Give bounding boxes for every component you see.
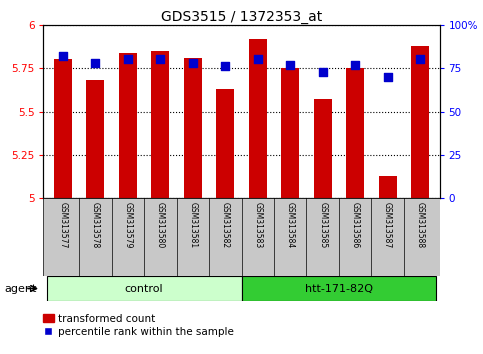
Bar <box>281 68 299 198</box>
Point <box>221 64 229 69</box>
Bar <box>86 80 104 198</box>
Text: GSM313584: GSM313584 <box>286 202 295 249</box>
Bar <box>379 176 397 198</box>
Text: GSM313577: GSM313577 <box>58 202 68 249</box>
Bar <box>249 39 267 198</box>
Bar <box>346 68 364 198</box>
Point <box>92 60 99 66</box>
Text: GSM313588: GSM313588 <box>415 202 425 248</box>
Bar <box>119 52 137 198</box>
Point <box>156 57 164 62</box>
Point <box>286 62 294 68</box>
Text: GSM313580: GSM313580 <box>156 202 165 249</box>
Bar <box>411 46 429 198</box>
Text: agent: agent <box>5 284 37 293</box>
Bar <box>151 51 169 198</box>
Bar <box>242 276 436 301</box>
Text: GSM313587: GSM313587 <box>383 202 392 249</box>
Text: GSM313586: GSM313586 <box>351 202 360 249</box>
Bar <box>216 89 234 198</box>
Bar <box>54 59 72 198</box>
Text: GSM313583: GSM313583 <box>253 202 262 249</box>
Point <box>319 69 327 74</box>
Text: htt-171-82Q: htt-171-82Q <box>305 284 373 293</box>
Point <box>384 74 391 80</box>
Text: GSM313578: GSM313578 <box>91 202 100 249</box>
Title: GDS3515 / 1372353_at: GDS3515 / 1372353_at <box>161 10 322 24</box>
Point <box>189 60 197 66</box>
Text: control: control <box>125 284 163 293</box>
Point <box>416 57 424 62</box>
Text: GSM313581: GSM313581 <box>188 202 197 248</box>
Bar <box>314 99 332 198</box>
Text: GSM313582: GSM313582 <box>221 202 230 248</box>
Legend: transformed count, percentile rank within the sample: transformed count, percentile rank withi… <box>39 310 238 341</box>
Bar <box>184 58 202 198</box>
Point <box>124 57 132 62</box>
Point <box>254 57 262 62</box>
Text: GSM313579: GSM313579 <box>123 202 132 249</box>
Text: GSM313585: GSM313585 <box>318 202 327 249</box>
Point <box>351 62 359 68</box>
Point <box>59 53 67 59</box>
Bar <box>47 276 242 301</box>
